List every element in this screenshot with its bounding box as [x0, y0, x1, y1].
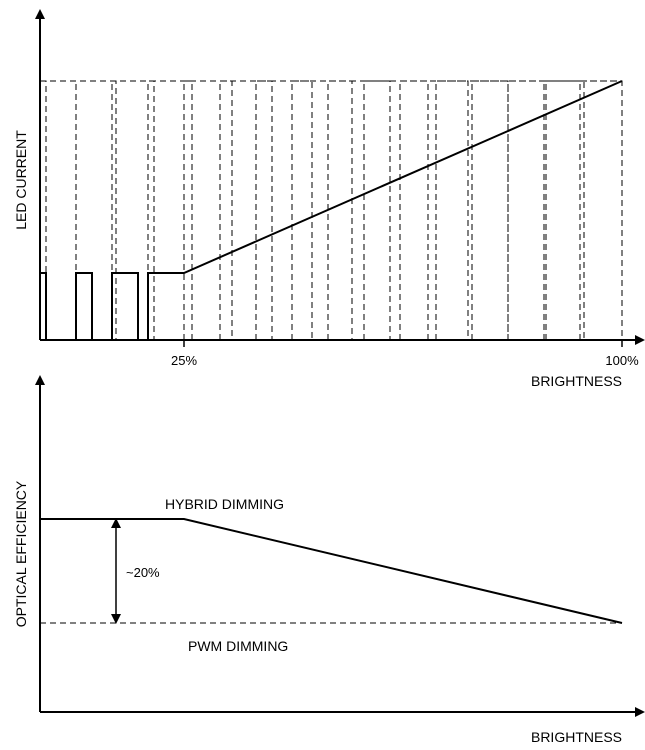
bottom-x-axis-label: BRIGHTNESS	[531, 729, 622, 745]
pwm-dimming-label: PWM DIMMING	[188, 638, 288, 654]
pwm-pulse	[508, 81, 546, 340]
tick-25-label: 25%	[171, 353, 197, 368]
hybrid-dimming-label: HYBRID DIMMING	[165, 496, 284, 512]
efficiency-gap-label: ~20%	[126, 565, 160, 580]
bottom-panel: HYBRID DIMMING PWM DIMMING ~20% BRIGHTNE…	[13, 380, 640, 745]
top-y-axis-label: LED CURRENT	[13, 130, 29, 230]
pwm-pulse	[292, 81, 312, 340]
pwm-pulse	[472, 81, 508, 340]
pwm-pulse	[220, 81, 232, 340]
pwm-pulse	[544, 81, 584, 340]
pwm-pulse	[400, 81, 428, 340]
pwm-pulse	[184, 81, 192, 340]
hybrid-current-waveform	[40, 81, 622, 340]
pwm-pulse	[580, 81, 622, 340]
top-x-axis-label: BRIGHTNESS	[531, 373, 622, 389]
pwm-pulse	[436, 81, 468, 340]
pwm-pulse	[256, 81, 272, 340]
bottom-y-axis-label: OPTICAL EFFICIENCY	[13, 480, 29, 627]
pwm-pulse	[328, 81, 352, 340]
top-panel: 25% 100% BRIGHTNESS LED CURRENT	[13, 14, 640, 389]
pwm-pulse	[364, 81, 390, 340]
tick-100-label: 100%	[605, 353, 639, 368]
